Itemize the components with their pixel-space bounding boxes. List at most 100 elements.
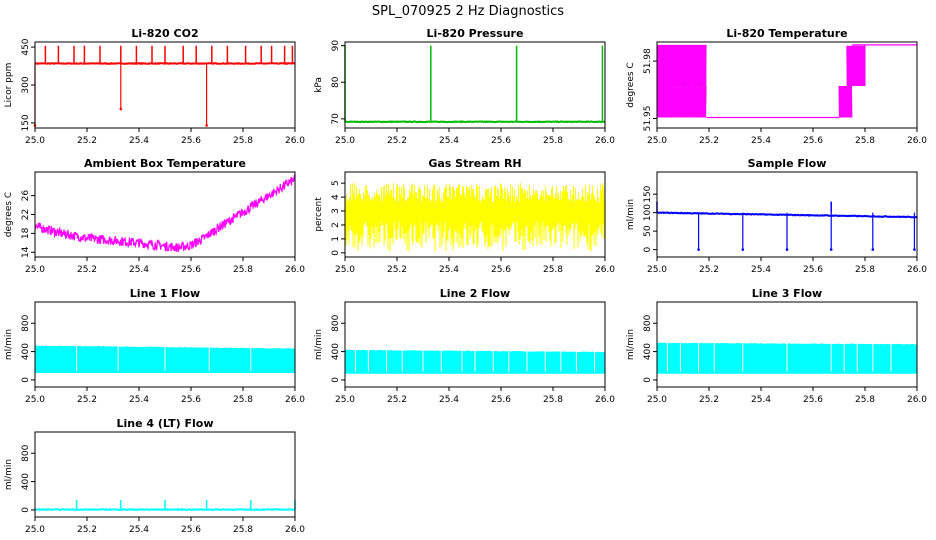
y-tick-label: 90 xyxy=(331,40,341,52)
chart-series xyxy=(656,44,917,119)
x-tick-label: 25.6 xyxy=(491,265,511,275)
chart-series xyxy=(344,45,605,124)
drop-point-4 xyxy=(829,248,833,251)
y-tick-label: 800 xyxy=(21,444,31,461)
chart-panel-4: Ambient Box Temperature 25.0 25.2 25.4 25.6 2… xyxy=(4,157,305,275)
plot-frame xyxy=(344,171,606,258)
x-tick-label: 25.4 xyxy=(439,395,459,405)
x-tick-label: 25.0 xyxy=(335,265,355,275)
x-tick-label: 26.0 xyxy=(595,395,615,405)
chart-title: Line 2 Flow xyxy=(440,287,510,300)
plot-frame xyxy=(656,41,918,129)
plot-frame xyxy=(344,41,606,129)
series-block-5 xyxy=(846,45,866,87)
y-axis-label: Licor ppm xyxy=(4,63,14,108)
y-tick-label: 0 xyxy=(643,246,653,252)
x-tick-label: 25.8 xyxy=(543,136,563,146)
series-line xyxy=(344,120,605,124)
y-axis-label: ml/min xyxy=(626,199,636,230)
x-tick-label: 25.0 xyxy=(647,395,667,405)
x-tick-label: 25.6 xyxy=(181,395,201,405)
y-tick-label: 1 xyxy=(331,236,341,242)
y-axis-label: ml/min xyxy=(626,329,636,360)
y-tick-label: 80 xyxy=(331,76,341,88)
x-tick-label: 25.8 xyxy=(543,395,563,405)
x-tick-label: 25.6 xyxy=(181,136,201,146)
y-tick-label: 14 xyxy=(21,246,31,258)
chart-series xyxy=(656,341,918,374)
series-block-2 xyxy=(668,44,707,87)
x-tick-label: 25.2 xyxy=(699,395,719,405)
y-axis-label: degrees C xyxy=(626,62,636,107)
y-tick-label: 150 xyxy=(643,185,653,202)
y-tick-label: 400 xyxy=(331,343,341,360)
x-tick-label: 25.8 xyxy=(233,395,253,405)
x-tick-label: 25.6 xyxy=(181,525,201,535)
y-tick-label: 0 xyxy=(21,507,31,513)
chart-title: Gas Stream RH xyxy=(428,157,521,170)
y-tick-label: 400 xyxy=(21,473,31,490)
plot-frame xyxy=(34,301,296,388)
x-tick-label: 25.8 xyxy=(233,525,253,535)
x-tick-label: 25.6 xyxy=(181,265,201,275)
x-tick-label: 25.4 xyxy=(751,395,771,405)
x-tick-label: 25.2 xyxy=(699,265,719,275)
x-tick-label: 26.0 xyxy=(595,265,615,275)
y-tick-label: 26 xyxy=(21,190,31,202)
chart-title: Line 4 (LT) Flow xyxy=(117,417,214,430)
x-tick-label: 25.0 xyxy=(25,395,45,405)
x-tick-label: 26.0 xyxy=(285,395,305,405)
y-tick-label: 3 xyxy=(331,208,341,214)
chart-panel-7: Line 1 Flow 25.0 25.2 25.4 25.6 25.8 26.0 0 400 8… xyxy=(4,287,305,405)
y-tick-label: 51.98 xyxy=(643,48,653,74)
x-tick-label: 25.2 xyxy=(77,265,97,275)
x-tick-label: 25.8 xyxy=(543,265,563,275)
y-tick-label: 800 xyxy=(643,314,653,331)
x-tick-label: 25.2 xyxy=(77,395,97,405)
y-tick-label: 0 xyxy=(643,377,653,383)
plot-frame xyxy=(656,171,918,258)
x-tick-label: 25.0 xyxy=(25,136,45,146)
y-axis-label: kPa xyxy=(314,77,324,93)
x-tick-label: 25.0 xyxy=(25,265,45,275)
drop-point-2 xyxy=(741,248,745,251)
x-tick-label: 25.0 xyxy=(647,265,667,275)
chart-panel-9: Line 3 Flow 25.0 25.2 25.4 25.6 25.8 26.0 0 400 8… xyxy=(626,287,927,405)
drop-point-2 xyxy=(119,107,123,111)
drop-point-5 xyxy=(871,248,875,251)
y-tick-label: 22 xyxy=(21,209,31,220)
chart-panel-10: Line 4 (LT) Flow 25.0 25.2 25.4 25.6 25.8 26.0… xyxy=(4,417,305,535)
chart-series xyxy=(344,348,606,374)
x-tick-label: 25.0 xyxy=(647,136,667,146)
y-tick-label: 4 xyxy=(331,194,341,200)
chart-panel-1: Li-820 CO2 25.0 25.2 25.4 25.6 25.8 26.0 150 300… xyxy=(4,27,305,146)
series-line xyxy=(34,61,296,66)
x-tick-label: 25.6 xyxy=(803,136,823,146)
x-tick-label: 26.0 xyxy=(285,525,305,535)
chart-series xyxy=(34,344,296,374)
x-tick-label: 25.2 xyxy=(77,525,97,535)
chart-series xyxy=(344,183,606,252)
x-tick-label: 25.0 xyxy=(335,136,355,146)
y-axis-label: ml/min xyxy=(4,329,14,360)
y-axis-label: degrees C xyxy=(4,192,14,237)
x-tick-label: 25.0 xyxy=(25,525,45,535)
x-tick-label: 26.0 xyxy=(285,265,305,275)
chart-title: Li-820 Pressure xyxy=(427,27,524,40)
x-tick-label: 25.8 xyxy=(855,395,875,405)
drop-point-3 xyxy=(785,248,789,251)
x-tick-label: 25.4 xyxy=(439,136,459,146)
x-tick-label: 25.4 xyxy=(439,265,459,275)
chart-panel-5: Gas Stream RH 25.0 25.2 25.4 25.6 25.8 26.0 0 1 2… xyxy=(314,157,615,275)
chart-title: Line 1 Flow xyxy=(130,287,200,300)
plot-frame xyxy=(656,301,918,388)
x-tick-label: 25.2 xyxy=(387,265,407,275)
chart-title: Li-820 Temperature xyxy=(726,27,847,40)
chart-series xyxy=(34,500,296,512)
y-tick-label: 0 xyxy=(331,250,341,256)
y-tick-label: 0 xyxy=(331,377,341,383)
series-line xyxy=(34,174,296,252)
x-tick-label: 25.2 xyxy=(699,136,719,146)
